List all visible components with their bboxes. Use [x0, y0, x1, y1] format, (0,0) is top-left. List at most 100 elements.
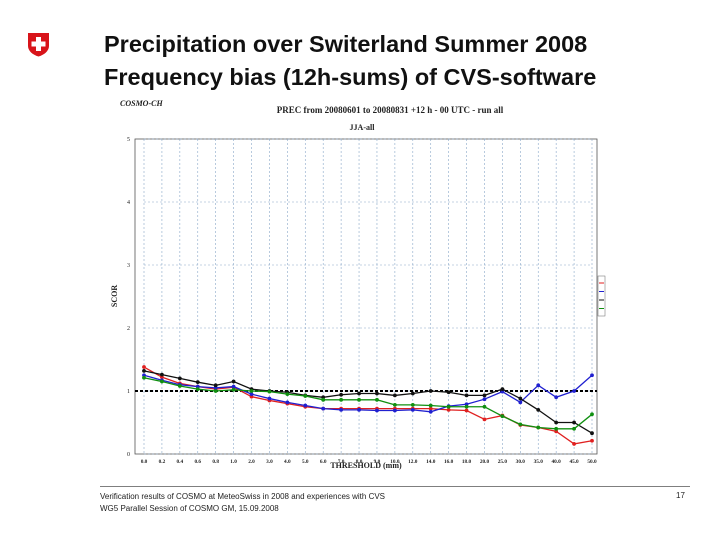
x-tick-label: 4.0 — [284, 459, 291, 465]
x-tick-label: 2.0 — [248, 459, 255, 465]
data-point — [392, 402, 397, 407]
data-point — [428, 406, 433, 411]
data-point — [195, 380, 200, 385]
data-point — [428, 409, 433, 414]
data-point — [464, 404, 469, 409]
data-point — [518, 422, 523, 427]
data-point — [321, 406, 326, 411]
footer-text: Verification results of COSMO at MeteoSw… — [100, 491, 385, 515]
data-point — [482, 397, 487, 402]
data-point — [231, 379, 236, 384]
data-point — [321, 397, 326, 402]
slide-title-line-1: Precipitation over Switerland Summer 200… — [104, 31, 588, 57]
data-point — [410, 408, 415, 412]
data-point — [446, 408, 451, 412]
data-point — [195, 387, 200, 392]
x-tick-label: 3.0 — [266, 459, 273, 465]
data-point — [500, 414, 505, 419]
legend-box — [597, 275, 606, 317]
x-tick-label: 5.0 — [302, 459, 309, 465]
data-point — [213, 383, 218, 388]
x-tick-label: 0.0 — [141, 459, 148, 465]
data-point — [339, 392, 344, 397]
data-point — [482, 393, 487, 398]
y-axis-label: SCOR — [110, 285, 119, 307]
data-point — [590, 373, 594, 378]
data-point — [231, 387, 236, 392]
data-point — [392, 408, 397, 413]
x-tick-label: 20.0 — [480, 459, 490, 465]
x-tick-label: 0.2 — [159, 459, 166, 465]
x-tick-label: 16.0 — [444, 459, 454, 465]
y-tick-label: 4 — [127, 200, 130, 206]
data-point — [572, 389, 576, 393]
data-point — [142, 368, 146, 373]
data-point — [464, 408, 469, 413]
data-point — [357, 397, 361, 402]
footer-divider — [100, 486, 690, 487]
x-tick-label: 0.6 — [194, 459, 201, 465]
x-tick-label: 10.0 — [390, 459, 400, 465]
chart-model-label: COSMO-CH — [120, 99, 163, 108]
data-point — [142, 365, 146, 369]
data-point — [572, 442, 576, 446]
x-tick-label: 8.0 — [356, 459, 363, 465]
chart-background — [100, 96, 606, 470]
data-point — [554, 395, 559, 400]
data-point — [428, 389, 433, 393]
data-point — [339, 408, 344, 412]
data-point — [572, 426, 576, 431]
data-point — [249, 389, 254, 393]
data-point — [285, 392, 290, 397]
x-tick-label: 35.0 — [534, 459, 544, 465]
data-point — [177, 384, 182, 388]
series-line-fbi-36 — [143, 370, 593, 434]
y-tick-label: 0 — [127, 452, 130, 458]
data-point — [428, 403, 433, 408]
x-tick-label: 1.0 — [230, 459, 237, 465]
data-point — [554, 426, 559, 431]
data-point — [518, 400, 523, 405]
data-point — [267, 389, 272, 394]
x-tick-label: 18.0 — [462, 459, 472, 465]
data-point — [285, 400, 290, 405]
data-point — [464, 393, 469, 398]
data-point — [303, 403, 308, 408]
data-point — [554, 420, 559, 425]
x-tick-label: 7.0 — [338, 459, 345, 465]
page-number: 17 — [676, 491, 685, 500]
frequency-bias-chart: COSMO-CH PREC from 20080601 to 20080831 … — [100, 96, 606, 470]
data-point — [160, 372, 164, 377]
x-tick-label: 0.4 — [177, 459, 184, 465]
data-point — [375, 397, 379, 402]
data-point — [249, 392, 254, 397]
series-line-fbi-8 — [143, 377, 593, 430]
x-tick-label: 45.0 — [569, 459, 579, 465]
data-point — [590, 438, 594, 443]
data-point — [375, 391, 379, 396]
y-tick-label: 5 — [127, 137, 130, 143]
swiss-cross-icon — [28, 33, 49, 57]
data-point — [536, 383, 541, 388]
series-line-fbi-24 — [143, 374, 593, 413]
data-point — [410, 391, 415, 396]
x-tick-label: 0.8 — [212, 459, 219, 465]
data-point — [536, 425, 541, 430]
data-point — [572, 420, 576, 425]
data-point — [357, 408, 361, 412]
x-tick-label: 14.0 — [426, 459, 436, 465]
chart-subtitle: JJA-all — [350, 123, 376, 132]
slide-title-line-2: Frequency bias (12h-sums) of CVS-softwar… — [104, 64, 597, 90]
data-point — [536, 408, 541, 412]
chart-title: PREC from 20080601 to 20080831 +12 h - 0… — [277, 105, 504, 115]
x-tick-label: 12.0 — [408, 459, 418, 465]
y-tick-label: 1 — [127, 389, 130, 395]
footer-line-2: WG5 Parallel Session of COSMO GM, 15.09.… — [100, 504, 279, 513]
data-point — [142, 375, 146, 380]
data-point — [375, 408, 379, 413]
x-tick-label: 50.0 — [587, 459, 597, 465]
x-tick-label: 25.0 — [498, 459, 508, 465]
data-point — [160, 379, 164, 384]
x-tick-label: 30.0 — [516, 459, 526, 465]
data-point — [446, 390, 451, 395]
